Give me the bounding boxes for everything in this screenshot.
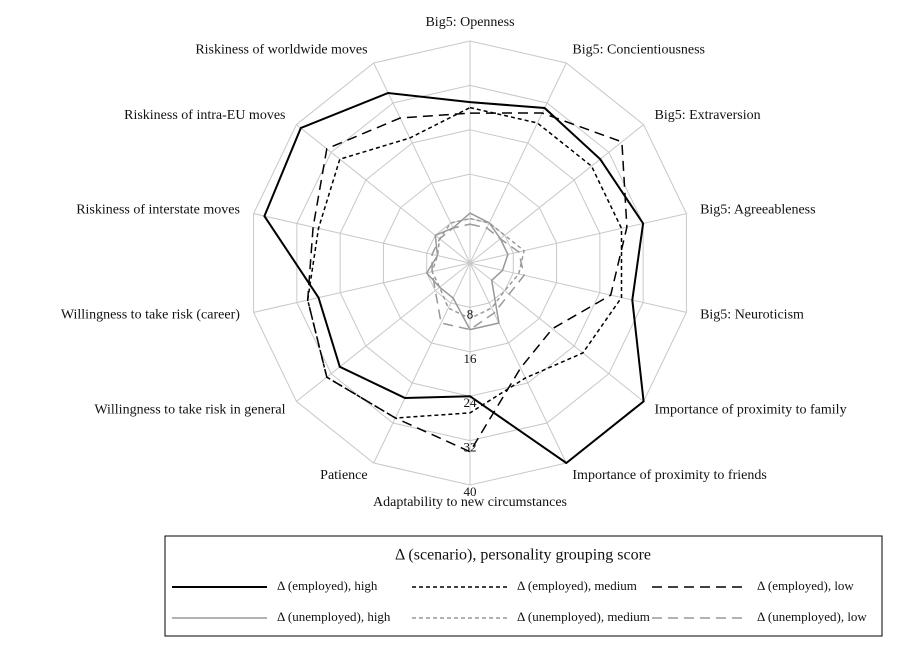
category-label: Riskiness of worldwide moves [195, 43, 367, 58]
category-label: Riskiness of intra-EU moves [124, 108, 285, 123]
series-line [431, 217, 525, 320]
category-label: Big5: Neuroticism [700, 308, 804, 323]
spoke [469, 62, 567, 264]
spoke [373, 62, 471, 264]
r-tick-label: 40 [464, 484, 477, 499]
spoke [469, 262, 687, 313]
legend-box [164, 535, 883, 637]
legend-label: Δ (unemployed), medium [517, 609, 650, 624]
series-line [306, 106, 623, 419]
spoke [469, 124, 644, 264]
legend-title: Δ (scenario), personality grouping score [395, 547, 651, 564]
category-label: Big5: Openness [425, 15, 514, 30]
series-line [306, 112, 628, 453]
legend-label: Δ (employed), medium [517, 578, 637, 593]
r-tick-label: 32 [464, 440, 477, 455]
category-label: Adaptability to new circumstances [373, 495, 567, 510]
legend-label: Δ (unemployed), low [757, 609, 867, 624]
spoke [296, 124, 471, 264]
category-label: Willingness to take risk (career) [61, 308, 240, 323]
spoke [469, 262, 567, 464]
r-tick-label: 16 [464, 351, 478, 366]
r-tick-label: 24 [464, 395, 478, 410]
category-label: Importance of proximity to friends [572, 468, 766, 483]
category-label: Riskiness of interstate moves [76, 203, 240, 218]
spoke [373, 262, 471, 464]
spoke [253, 213, 471, 264]
series-line [425, 212, 509, 331]
spoke [469, 213, 687, 264]
category-label: Big5: Extraversion [655, 108, 761, 123]
category-label: Importance of proximity to family [655, 402, 847, 417]
category-label: Patience [320, 468, 367, 483]
category-label: Big5: Concientiousness [572, 43, 705, 58]
category-label: Big5: Agreeableness [700, 203, 815, 218]
spoke [296, 262, 471, 402]
legend-label: Δ (employed), low [757, 578, 854, 593]
legend-label: Δ (unemployed), high [277, 609, 391, 624]
legend-label: Δ (employed), high [277, 578, 378, 593]
category-label: Willingness to take risk in general [94, 402, 285, 417]
r-tick-label: 8 [467, 306, 474, 321]
spoke [253, 262, 471, 313]
series-line [263, 91, 645, 465]
spoke [469, 262, 644, 402]
